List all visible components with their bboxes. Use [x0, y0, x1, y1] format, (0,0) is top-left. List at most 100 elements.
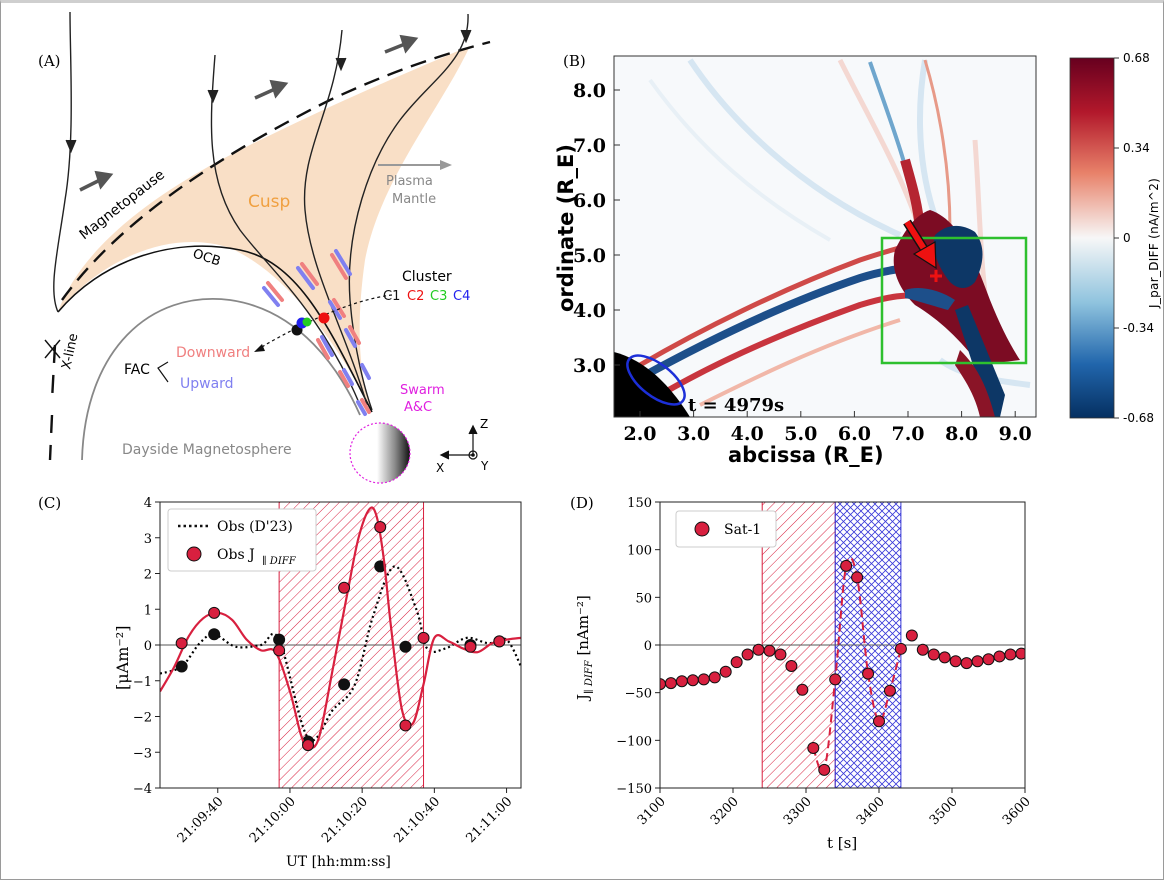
axis-z-label: Z — [480, 417, 488, 431]
field-line-1 — [53, 11, 72, 313]
panel-b-axes — [613, 55, 1037, 418]
core-blue — [933, 225, 983, 288]
panel-c-ytick-label: 4 — [144, 496, 152, 511]
panel-b-xtick-label: 6.0 — [838, 423, 871, 445]
panel-d: (D) −150 −100 −50 0 50 100 150 3100 3200 3300 3400… — [570, 494, 1034, 852]
series-sat1-point — [993, 650, 1006, 663]
panel-c-ytick-label: −2 — [133, 711, 152, 726]
core-blue-lower — [955, 305, 1005, 417]
panel-d-xtick-label: 3100 — [635, 794, 669, 828]
series-obs-j-point — [338, 581, 351, 594]
cusp-region — [58, 46, 470, 410]
panel-c-ytick-label: −4 — [133, 782, 152, 797]
legend-sat1-swatch — [694, 521, 710, 537]
series-sat1-point — [1004, 648, 1017, 661]
panel-b-ytick-label: 8.0 — [573, 80, 606, 102]
series-obs-j-point — [208, 606, 221, 619]
ocb-label: OCB — [191, 247, 222, 270]
panel-b-ytick-label: 4.0 — [573, 300, 606, 322]
series-sat1-point — [840, 559, 853, 572]
colorbar-tick-label: 0 — [1123, 231, 1131, 245]
legend-obs-d23-label: Obs (D'23) — [217, 519, 293, 535]
colorbar-ticks: 0.68 0.34 0 -0.34 -0.68 — [1114, 51, 1154, 425]
wave-band-faint-6 — [648, 78, 831, 242]
panel-d-xtick-label: 3200 — [708, 794, 742, 828]
panel-b-yticks: 3.0 4.0 5.0 6.0 7.0 8.0 — [573, 80, 620, 377]
series-sat1-point — [862, 667, 875, 680]
series-obs-j-point — [374, 521, 387, 534]
panel-d-ylabel-sub: ∥ DIFF — [583, 659, 595, 694]
ocb-line — [57, 245, 373, 413]
panel-c-ytick-label: 0 — [144, 639, 152, 654]
colorbar — [1069, 57, 1115, 419]
cluster-trajectory-arrowhead — [254, 344, 265, 352]
series-sat1-point — [949, 655, 962, 668]
panel-c-legend-box — [167, 508, 317, 572]
panel-d-xtick-label: 3600 — [1000, 794, 1034, 828]
legend-obs-j-swatch — [186, 546, 202, 562]
svg-text:J∥ DIFF [nAm⁻²]: J∥ DIFF [nAm⁻²] — [574, 595, 595, 702]
cluster-c3-label: C3 — [430, 289, 447, 304]
panel-c-ytick-label: −1 — [133, 675, 152, 690]
panel-c-ytick-label: 2 — [144, 568, 152, 583]
field-line-4 — [348, 13, 469, 411]
panel-b: (B) — [554, 51, 1161, 467]
fac-upward-label: Upward — [180, 376, 234, 392]
series-sat1-point — [1015, 647, 1025, 660]
legend-obs-j-subscript: ∥ DIFF — [262, 555, 297, 567]
plasma-mantle-arrowhead — [440, 160, 452, 170]
panel-b-xtick-label: 8.0 — [945, 423, 978, 445]
panel-c-xtick-label: 21:11:00 — [463, 794, 515, 846]
series-sat1-point — [697, 673, 710, 686]
fac-bracket — [157, 361, 169, 383]
series-obs-j-point — [273, 644, 286, 657]
panel-c-ylabel: [μAm⁻²] — [113, 626, 132, 690]
series-sat1-point — [675, 675, 688, 688]
legend-sat1-label: Sat-1 — [724, 522, 761, 538]
mantle-label: Mantle — [392, 192, 436, 207]
series-sat1-point — [883, 684, 896, 697]
panel-c-ytick-label: −3 — [133, 746, 152, 761]
panel-b-ytick-label: 6.0 — [573, 190, 606, 212]
panel-d-xtick-label: 3400 — [854, 794, 888, 828]
xline-cross — [44, 339, 61, 359]
panel-d-ytick-label: 150 — [627, 496, 652, 511]
series-obs-j-point — [417, 631, 430, 644]
series-sat1-point — [971, 655, 984, 668]
series-sat1-point — [774, 648, 787, 661]
panel-b-xtick-label: 7.0 — [891, 423, 924, 445]
panel-c-xtick-label: 21:09:40 — [175, 794, 227, 846]
panel-b-letter: (B) — [563, 52, 586, 70]
swarm-label: Swarm — [400, 383, 445, 398]
plasma-label: Plasma — [386, 174, 433, 189]
cluster-c3-marker — [302, 317, 312, 327]
panel-c-ytick-label: 3 — [144, 532, 152, 547]
dayside-field-line — [81, 298, 361, 461]
colorbar-tick-label: 0.34 — [1123, 141, 1150, 155]
panel-b-ytick-label: 5.0 — [573, 245, 606, 267]
axis-y-label: Y — [480, 459, 489, 473]
core-blue-mid — [905, 288, 955, 310]
series-obs-d23-point — [175, 660, 188, 673]
panel-d-ytick-label: 50 — [635, 591, 652, 606]
colorbar-tick-label: 0.68 — [1123, 51, 1150, 65]
panel-a-letter: (A) — [38, 52, 61, 70]
cluster-c2-label: C2 — [407, 289, 424, 304]
series-sat1-point — [807, 741, 820, 754]
series-sat1-point — [796, 683, 809, 696]
panel-d-ylabel-main: J — [574, 694, 592, 702]
field-line-3 — [303, 29, 368, 406]
series-sat1-point — [763, 644, 776, 657]
series-obs-d23-point — [399, 640, 412, 653]
panel-d-legend-box — [675, 510, 777, 548]
cluster-label: Cluster — [402, 269, 452, 285]
panel-b-xtick-label: 5.0 — [784, 423, 817, 445]
field-line-arrow-1 — [65, 139, 77, 154]
series-obs-d23-point — [273, 633, 286, 646]
series-sat1-point — [905, 629, 918, 642]
series-sat1-point — [708, 671, 721, 684]
series-sat1-point — [982, 653, 995, 666]
colorbar-tick-label: -0.34 — [1123, 321, 1154, 335]
highlight-marker — [930, 270, 942, 282]
